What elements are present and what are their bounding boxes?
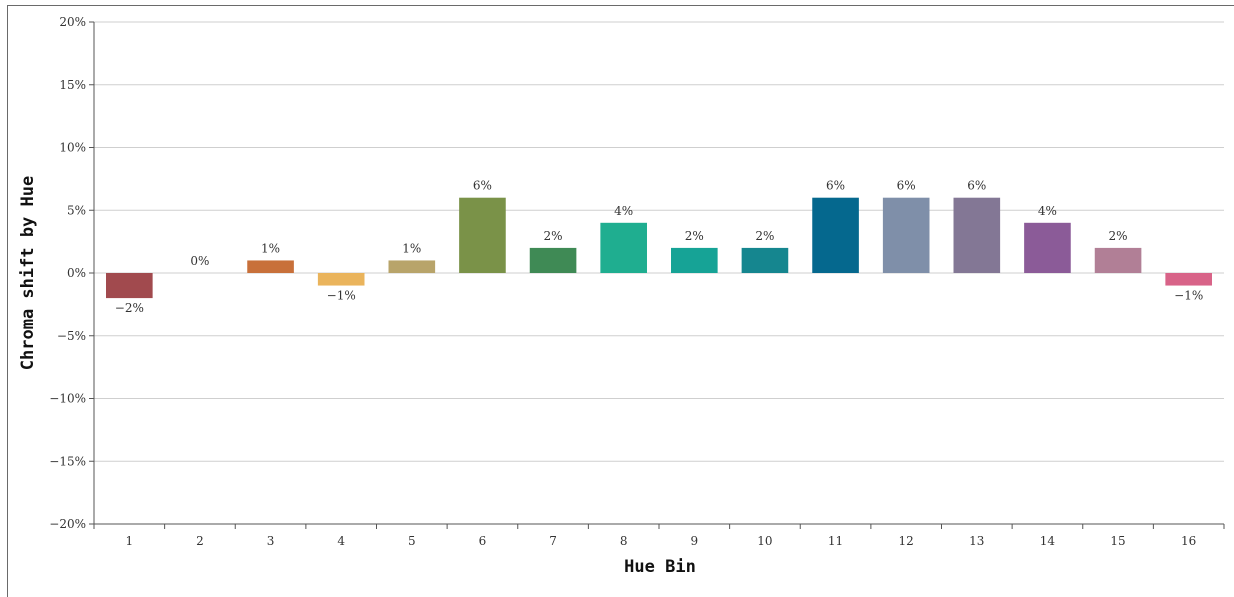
x-tick-label: 12 <box>899 534 914 548</box>
data-label: 6% <box>826 179 845 193</box>
bar-3 <box>247 260 294 273</box>
y-tick-label: −15% <box>49 454 86 468</box>
y-axis-title: Chroma shift by Hue <box>18 176 38 370</box>
x-tick-label: 1 <box>125 534 133 548</box>
data-label: 2% <box>755 229 774 243</box>
y-tick-label: 5% <box>67 203 86 217</box>
data-label: 4% <box>1038 204 1057 218</box>
data-label: 2% <box>544 229 563 243</box>
data-label: −1% <box>1174 289 1203 303</box>
x-tick-label: 11 <box>828 534 843 548</box>
x-axis-title: Hue Bin <box>624 557 696 577</box>
x-tick-label: 2 <box>196 534 204 548</box>
data-label: 1% <box>261 241 280 255</box>
data-label: −2% <box>115 301 144 315</box>
bar-12 <box>882 197 930 273</box>
bar-11 <box>812 197 859 273</box>
x-tick-label: 3 <box>267 534 275 548</box>
y-tick-label: 20% <box>59 15 86 29</box>
bars <box>106 197 1212 299</box>
x-tick-label: 7 <box>549 534 557 548</box>
data-label: 6% <box>897 179 916 193</box>
bar-1 <box>106 273 153 299</box>
data-label: 0% <box>190 254 209 268</box>
data-label: 6% <box>967 179 986 193</box>
axes <box>89 21 1225 529</box>
x-tick-label: 6 <box>479 534 487 548</box>
bar-5 <box>388 260 436 273</box>
x-tick-label: 10 <box>757 534 772 548</box>
data-label: 6% <box>473 179 492 193</box>
chart-frame <box>7 5 1234 597</box>
bar-4 <box>317 273 365 286</box>
x-tick-label: 4 <box>337 534 345 548</box>
data-label: 4% <box>614 204 633 218</box>
bar-8 <box>600 222 647 273</box>
data-label: 1% <box>402 241 421 255</box>
x-tick-label: 16 <box>1181 534 1196 548</box>
x-tick-label: 14 <box>1040 534 1056 548</box>
x-tick-label: 15 <box>1110 534 1125 548</box>
bar-13 <box>953 197 1001 273</box>
x-tick-label: 5 <box>408 534 416 548</box>
y-tick-label: 15% <box>59 78 86 92</box>
data-label: −1% <box>327 289 356 303</box>
x-tick-label: 9 <box>690 534 698 548</box>
tick-labels: 20%15%10%5%0%−5%−10%−15%−20%1 2 3 4 5 6 7 8 9 10 1… <box>49 15 1196 548</box>
x-tick-label: 8 <box>620 534 628 548</box>
y-tick-label: 10% <box>59 141 86 155</box>
y-tick-label: 0% <box>67 266 86 280</box>
data-label: 2% <box>685 229 704 243</box>
bar-7 <box>529 247 577 273</box>
data-label: 2% <box>1109 229 1128 243</box>
y-tick-label: −10% <box>49 392 86 406</box>
bar-15 <box>1094 247 1142 273</box>
bar-10 <box>741 247 789 273</box>
bar-14 <box>1024 222 1071 273</box>
data-labels: −2% 0% 1% −1% 1% 6% 2% 4% 2% 2% 6% 6% 6% 4% 2% −1% <box>115 179 1203 315</box>
y-tick-label: −20% <box>49 517 86 531</box>
bar-9 <box>671 247 718 273</box>
y-tick-label: −5% <box>57 329 86 343</box>
bar-6 <box>459 197 506 273</box>
x-tick-label: 13 <box>969 534 984 548</box>
bar-16 <box>1165 273 1212 286</box>
